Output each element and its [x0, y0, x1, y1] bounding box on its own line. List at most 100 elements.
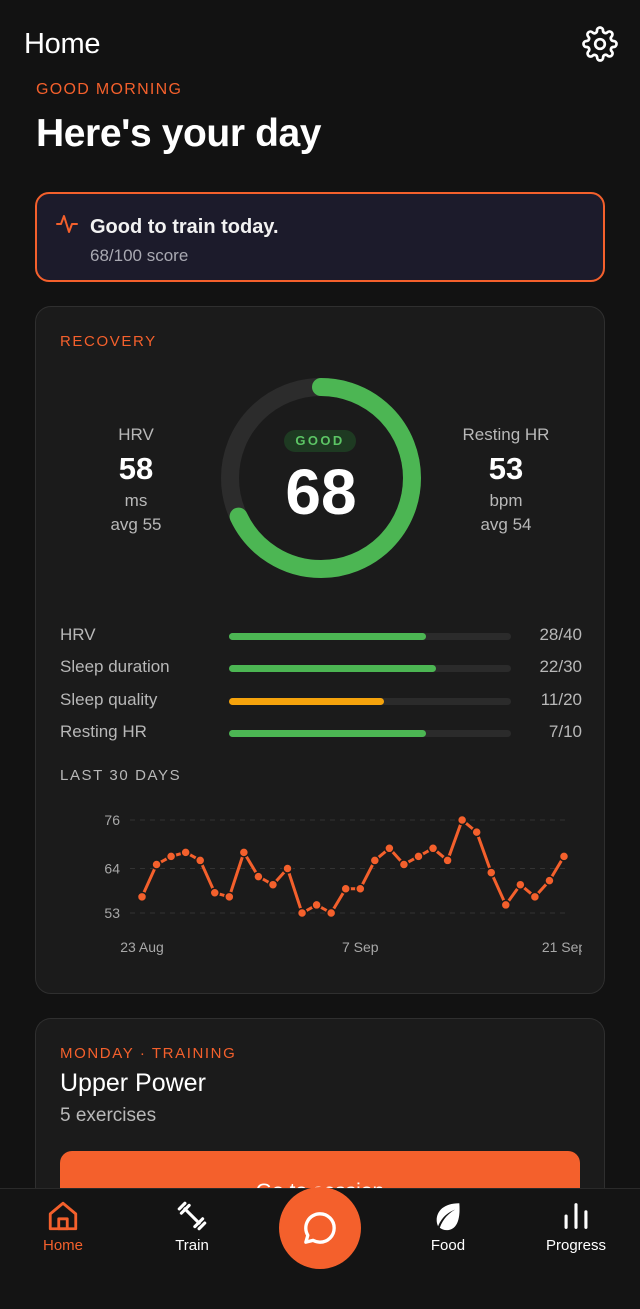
training-card: MONDAY · TRAINING Upper Power 5 exercise… — [35, 1018, 605, 1190]
data-point — [311, 899, 322, 911]
breakdown-track — [229, 730, 511, 737]
x-tick-label: 21 Sep — [542, 939, 582, 955]
hrv-unit: ms — [124, 491, 148, 510]
data-point — [413, 851, 424, 862]
data-point — [500, 899, 512, 911]
hrv-label: HRV — [118, 425, 154, 444]
data-point — [224, 891, 235, 903]
data-point — [136, 891, 148, 903]
data-point — [544, 875, 555, 886]
breakdown-score: 28/40 — [539, 625, 582, 644]
tab-bar: Home Train Food Progress — [0, 1187, 640, 1309]
bar-chart-icon — [564, 1203, 588, 1229]
hrv-average: avg 55 — [110, 515, 162, 534]
data-point — [398, 859, 410, 870]
dumbbell-icon — [177, 1201, 207, 1231]
banner-subtitle: 68/100 score — [90, 246, 189, 265]
settings-button[interactable] — [582, 26, 618, 62]
x-tick-label: 7 Sep — [342, 939, 379, 955]
greeting: GOOD MORNING — [36, 81, 183, 98]
breakdown-label: Resting HR — [60, 722, 147, 741]
data-point — [515, 879, 526, 890]
tab-home[interactable]: Home — [8, 1199, 118, 1269]
tab-home-label: Home — [42, 1237, 83, 1254]
trend-chart: 76 64 53 23 Aug 7 Sep 21 Sep — [104, 812, 582, 955]
breakdown-track — [229, 698, 511, 705]
readiness-banner[interactable]: Good to train today. 68/100 score — [35, 192, 605, 282]
data-point — [165, 851, 177, 862]
recovery-card: RECOVERY HRV 58 ms avg 55 GOOD 68 Restin… — [35, 306, 605, 994]
workout-subtitle: 5 exercises — [60, 1105, 157, 1126]
data-point — [253, 871, 264, 882]
resting-hr-metric: Resting HR 53 bpm avg 54 — [426, 425, 586, 535]
tab-food-label: Food — [430, 1237, 466, 1254]
breakdown-label: Sleep quality — [60, 690, 158, 709]
chat-button[interactable] — [279, 1187, 361, 1269]
trend-label: LAST 30 DAYS — [60, 767, 182, 784]
tab-progress[interactable]: Progress — [521, 1199, 631, 1269]
series-line — [140, 818, 566, 915]
breakdown-score: 22/30 — [539, 657, 582, 676]
resting-hr-value: 53 — [488, 451, 524, 486]
chat-bubble-icon — [304, 1212, 336, 1244]
data-point — [180, 847, 191, 858]
breakdown-fill — [229, 665, 436, 672]
resting-hr-average: avg 54 — [480, 515, 532, 534]
data-point — [238, 847, 250, 858]
data-point — [267, 879, 279, 890]
data-point — [442, 855, 453, 866]
data-point — [427, 843, 439, 854]
tab-progress-label: Progress — [545, 1237, 607, 1254]
recovery-ring: GOOD 68 — [220, 377, 422, 579]
data-point — [384, 843, 395, 854]
recovery-label: RECOVERY — [60, 333, 157, 350]
data-point — [485, 867, 497, 878]
tab-food[interactable]: Food — [393, 1199, 503, 1269]
data-point — [529, 891, 541, 903]
data-point — [325, 907, 337, 919]
data-point — [194, 855, 206, 866]
data-point — [151, 859, 162, 870]
gear-icon — [582, 26, 618, 62]
breakdown-row: Sleep quality 11/20 — [60, 688, 582, 712]
breakdown-fill — [229, 698, 385, 705]
data-point — [456, 814, 468, 826]
pulse-icon — [56, 215, 78, 233]
data-point — [355, 883, 366, 894]
resting-hr-label: Resting HR — [462, 425, 550, 444]
page-title: Here's your day — [36, 112, 322, 155]
workout-title: Upper Power — [60, 1069, 206, 1097]
x-tick-label: 23 Aug — [120, 939, 164, 955]
home-icon — [48, 1201, 78, 1231]
leaf-icon — [436, 1203, 460, 1231]
y-tick-label: 64 — [104, 861, 120, 877]
ring-status-badge: GOOD — [284, 430, 356, 452]
breakdown-label: HRV — [60, 625, 96, 644]
hrv-value: 58 — [118, 451, 154, 486]
y-tick-label: 53 — [104, 905, 120, 921]
breakdown-row: HRV 28/40 — [60, 623, 582, 647]
tab-train[interactable]: Train — [137, 1199, 247, 1269]
breakdown-row: Sleep duration 22/30 — [60, 655, 582, 679]
breakdown-fill — [229, 730, 427, 737]
y-tick-label: 76 — [104, 812, 120, 828]
breakdown-track — [229, 633, 511, 640]
breakdown-score: 7/10 — [548, 722, 582, 741]
data-point — [369, 855, 381, 866]
breakdown-row: Resting HR 7/10 — [60, 720, 582, 744]
hrv-metric: HRV 58 ms avg 55 — [56, 425, 216, 535]
breakdown-track — [229, 665, 511, 672]
data-point — [558, 851, 570, 862]
data-point — [340, 883, 351, 894]
banner-title: Good to train today. — [90, 216, 279, 238]
ring-score: 68 — [285, 456, 357, 528]
resting-hr-unit: bpm — [489, 491, 523, 510]
breakdown-score: 11/20 — [540, 690, 582, 709]
tab-train-label: Train — [175, 1237, 209, 1254]
data-point — [296, 907, 308, 919]
go-to-session-button[interactable]: Go to session — [60, 1151, 580, 1189]
breakdown-fill — [229, 633, 427, 640]
training-day-label: MONDAY · TRAINING — [60, 1045, 237, 1062]
breakdown-label: Sleep duration — [60, 657, 170, 676]
data-point — [209, 887, 221, 899]
